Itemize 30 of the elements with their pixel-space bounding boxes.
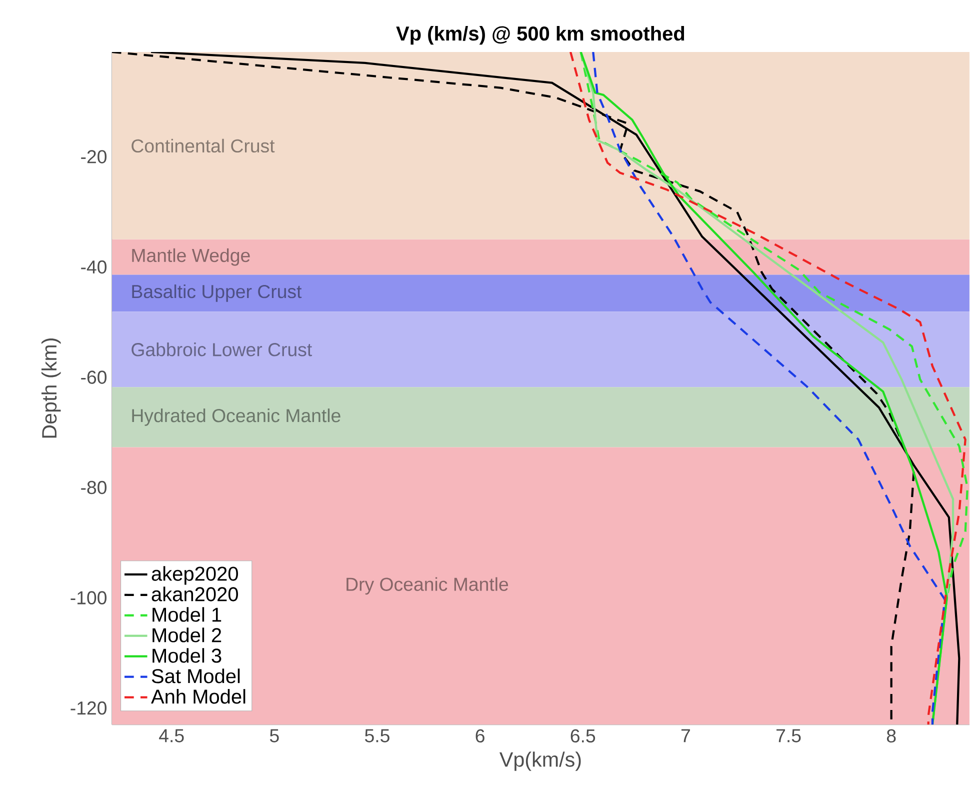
y-tick-label: -40 bbox=[81, 260, 107, 274]
band-label: Basaltic Upper Crust bbox=[132, 284, 302, 302]
y-tick-label: -20 bbox=[81, 150, 107, 164]
y-tick-label: -120 bbox=[70, 702, 107, 715]
y-tick-label: -80 bbox=[81, 481, 107, 494]
x-tick-label: 5 bbox=[270, 730, 279, 743]
x-tick-label: 6.5 bbox=[570, 730, 596, 743]
chart-title: Vp (km/s) @ 500 km smoothed bbox=[396, 26, 684, 45]
band-label: Dry Oceanic Mantle bbox=[346, 577, 508, 595]
legend-label: Model 1 bbox=[152, 607, 222, 622]
legend-label: Sat Model bbox=[152, 668, 240, 684]
band-label: Gabbroic Lower Crust bbox=[132, 342, 312, 356]
legend-label: Model 3 bbox=[152, 648, 222, 663]
legend-label: akep2020 bbox=[152, 566, 238, 586]
band-label: Hydrated Oceanic Mantle bbox=[132, 408, 340, 426]
x-tick-label: 5.5 bbox=[365, 730, 390, 743]
band-label: Continental Crust bbox=[132, 139, 275, 153]
y-tick-label: -100 bbox=[70, 591, 107, 605]
legend-label: Anh Model bbox=[151, 689, 246, 704]
x-tick-label: 7.5 bbox=[776, 730, 801, 743]
x-tick-label: 8 bbox=[886, 730, 896, 743]
legend-label: akan2020 bbox=[152, 586, 238, 602]
band-label: Mantle Wedge bbox=[132, 248, 250, 266]
x-tick-label: 6 bbox=[476, 730, 484, 743]
x-tick-label: 4.5 bbox=[159, 730, 184, 743]
x-axis-title: Vp(km/s) bbox=[499, 752, 581, 772]
legend-label: Model 2 bbox=[152, 628, 222, 643]
y-tick-label: -60 bbox=[81, 370, 107, 384]
x-tick-label: 7 bbox=[681, 730, 690, 742]
y-axis-title: Depth (km) bbox=[41, 338, 61, 438]
